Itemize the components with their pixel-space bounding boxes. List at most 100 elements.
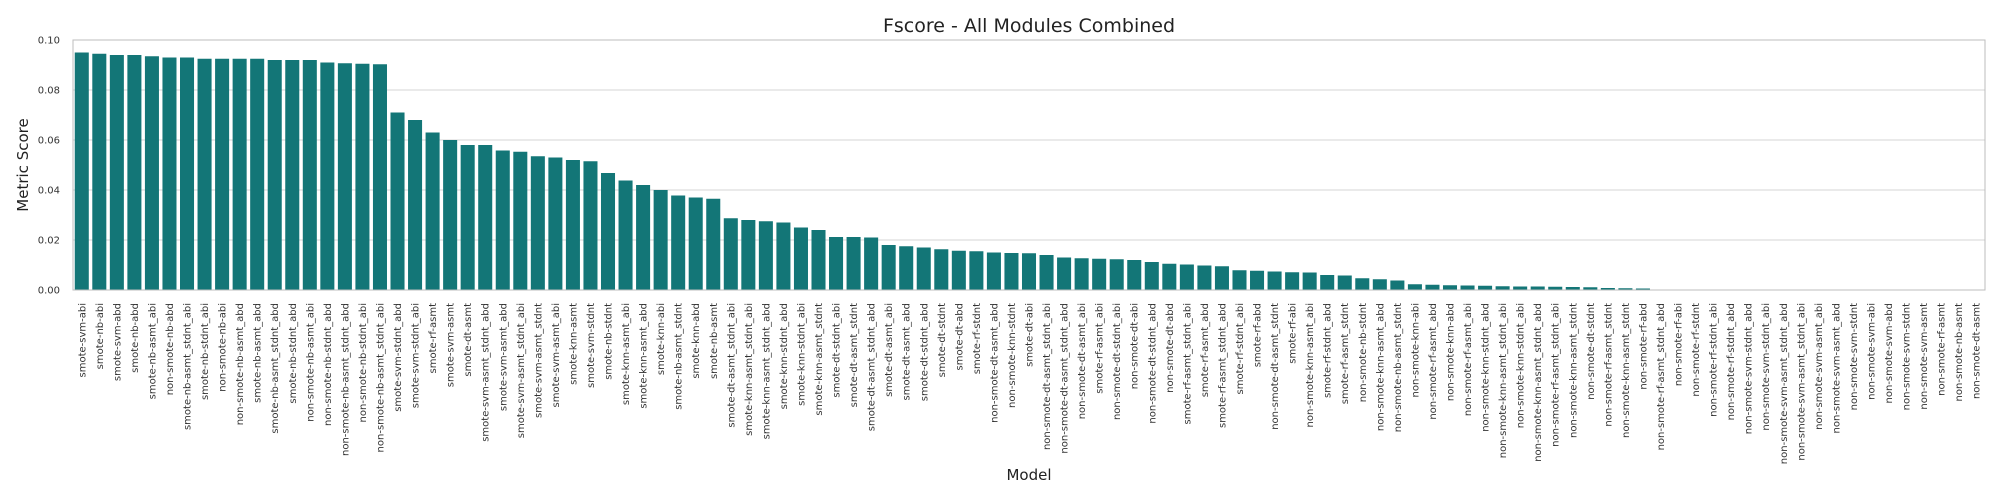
x-tick-label: smote-svm-abd bbox=[112, 303, 123, 381]
x-tick-label: smote-nb-stdnt_abi bbox=[200, 303, 211, 400]
x-tick-label: smote-svm-asmt_stdnt_abi bbox=[516, 303, 527, 438]
x-tick-label: non-smote-dt-abd bbox=[1165, 303, 1176, 393]
bar-smote-nb-stdnt bbox=[600, 173, 616, 290]
x-tick-label: non-smote-svm-stdnt bbox=[1849, 303, 1860, 410]
x-tick-label: non-smote-nb-stdnt bbox=[1358, 303, 1369, 402]
bar-smote-knn-asmt_stdnt_abd bbox=[758, 221, 773, 290]
x-tick-label: smote-rf-abi bbox=[1288, 303, 1299, 364]
x-tick-label: smote-dt-abd bbox=[954, 303, 965, 370]
x-axis-label: Model bbox=[1006, 466, 1051, 484]
x-tick-label: smote-rf-asmt_abd bbox=[1200, 303, 1211, 397]
bar-smote-dt-abd bbox=[951, 250, 966, 290]
x-tick-label: smote-rf-asmt_stdnt bbox=[1340, 303, 1351, 404]
bar-smote-rf-asmt_abi bbox=[1092, 258, 1107, 290]
bar-smote-rf-stdnt_abd bbox=[1320, 275, 1335, 290]
x-tick-label: non-smote-nb-asmt_stdnt_abd bbox=[340, 303, 351, 456]
bar-smote-knn-asmt_stdnt bbox=[811, 230, 826, 290]
bar-non-smote-dt-abi bbox=[1127, 260, 1142, 290]
bar-non-smote-nb-asmt_abd bbox=[232, 58, 247, 290]
x-tick-label: non-smote-knn-asmt_abi bbox=[1305, 303, 1316, 427]
x-tick-label: smote-knn-asmt_abd bbox=[639, 303, 650, 409]
x-tick-label: non-smote-dt-stdnt_abd bbox=[1147, 303, 1158, 424]
bar-non-smote-knn-asmt_abd bbox=[1372, 279, 1387, 290]
bar-smote-rf-asmt_stdnt bbox=[1337, 275, 1352, 290]
plot-frame bbox=[72, 39, 1986, 291]
x-tick-label: non-smote-nb-asmt_abd bbox=[235, 303, 246, 425]
x-tick-label: smote-svm-stdnt bbox=[586, 303, 597, 388]
x-tick-label: smote-nb-asmt_stdnt_abi bbox=[183, 303, 194, 430]
x-tick-label: smote-dt-asmt_stdnt bbox=[849, 303, 860, 407]
x-tick-label: smote-nb-asmt_stdnt bbox=[674, 303, 685, 410]
bar-non-smote-rf-abd bbox=[1635, 288, 1650, 290]
x-tick-label: smote-svm-abi bbox=[77, 303, 88, 377]
x-tick-label: smote-rf-asmt_abi bbox=[1095, 303, 1106, 394]
x-tick-label: smote-svm-asmt_abi bbox=[551, 303, 562, 407]
x-tick-label: smote-knn-stdnt_abd bbox=[779, 303, 790, 409]
bar-smote-dt-stdnt_abd bbox=[916, 247, 931, 290]
x-tick-label: non-smote-knn-asmt_stdnt_abd bbox=[1533, 303, 1544, 462]
bar-non-smote-dt-asmt_abd bbox=[986, 252, 1001, 290]
bar-smote-nb-asmt bbox=[706, 198, 721, 290]
x-tick-label: smote-knn-asmt_abi bbox=[621, 303, 632, 405]
bar-smote-dt-abi bbox=[1021, 253, 1037, 290]
bar-smote-rf-abd bbox=[1250, 270, 1265, 290]
bar-non-smote-knn-asmt_stdnt bbox=[1565, 287, 1580, 290]
x-tick-label: smote-svm-asmt bbox=[446, 303, 457, 387]
bar-smote-rf-asmt_stdnt_abi bbox=[1179, 264, 1194, 290]
bar-smote-svm-asmt_abd bbox=[495, 150, 510, 290]
bar-non-smote-dt-asmt_stdnt bbox=[1267, 271, 1282, 290]
x-tick-label: smote-nb-abi bbox=[95, 303, 106, 369]
bar-smote-nb-stdnt_abd bbox=[285, 60, 300, 290]
x-axis-ticks: smote-svm-abi smote-nb-abi smote-svm-abd sm… bbox=[77, 303, 1982, 464]
x-tick-label: non-smote-rf-stdnt bbox=[1691, 303, 1702, 397]
x-tick-label: smote-knn-stdnt_abi bbox=[796, 303, 807, 406]
bar-smote-nb-asmt_stdnt bbox=[671, 195, 686, 290]
bar-non-smote-nb-asmt_abi bbox=[302, 60, 317, 290]
x-tick-label: non-smote-dt-asmt_stdnt bbox=[1270, 303, 1281, 430]
x-tick-label: non-smote-nb-asmt bbox=[1954, 303, 1965, 402]
bar-smote-rf-stdnt bbox=[969, 251, 984, 290]
bar-non-smote-knn-asmt_stdnt bbox=[1618, 288, 1633, 290]
bar-smote-dt-asmt_stdnt_abi bbox=[723, 218, 738, 290]
x-tick-label: non-smote-svm-asmt bbox=[1919, 303, 1930, 410]
bar-smote-nb-abd bbox=[127, 55, 142, 290]
x-tick-label: smote-rf-stdnt_abd bbox=[1323, 303, 1334, 398]
bar-smote-svm-asmt bbox=[443, 140, 458, 290]
bar-smote-knn-asmt bbox=[565, 160, 580, 290]
bar-non-smote-nb-abi bbox=[215, 58, 230, 290]
x-tick-label: smote-rf-asmt bbox=[428, 303, 439, 374]
x-tick-label: smote-rf-abd bbox=[1253, 303, 1264, 367]
x-tick-label: smote-dt-asmt_abd bbox=[902, 303, 913, 400]
x-tick-label: non-smote-nb-stdnt_abd bbox=[323, 303, 334, 426]
x-tick-label: non-smote-nb-abd bbox=[165, 303, 176, 395]
x-tick-label: non-smote-dt-asmt bbox=[1972, 303, 1983, 399]
bar-smote-dt-asmt_stdnt bbox=[846, 237, 861, 290]
x-tick-label: smote-knn-asmt bbox=[568, 303, 579, 385]
x-tick-label: non-smote-dt-stdnt bbox=[1586, 303, 1597, 400]
bar-non-smote-dt-asmt_stdnt_abd bbox=[1057, 257, 1072, 290]
x-tick-label: non-smote-rf-asmt bbox=[1937, 303, 1948, 396]
bar-smote-nb-asmt_abi bbox=[144, 56, 159, 290]
bar-smote-dt-asmt bbox=[460, 145, 475, 290]
bar-smote-svm-stdnt_abd bbox=[390, 112, 405, 290]
x-tick-label: non-smote-knn-asmt_stdnt bbox=[1568, 303, 1579, 438]
x-tick-label: non-smote-knn-abi bbox=[1410, 303, 1421, 397]
bar-smote-nb-asmt_stdnt_abd bbox=[267, 60, 282, 290]
bar-smote-rf-abi bbox=[1285, 272, 1300, 290]
x-tick-label: smote-nb-asmt_abd bbox=[253, 303, 264, 403]
x-tick-label: smote-dt-asmt_abi bbox=[884, 303, 895, 397]
bar-non-smote-knn-abd bbox=[1442, 285, 1458, 290]
x-tick-label: non-smote-dt-asmt_abi bbox=[1077, 303, 1088, 419]
bar-smote-dt-stdnt_abi bbox=[829, 237, 844, 290]
bar-smote-svm-stdnt bbox=[583, 161, 598, 290]
x-tick-label: smote-dt-asmt_stdnt_abi bbox=[726, 303, 737, 428]
bar-non-smote-rf-asmt_abd bbox=[1425, 284, 1440, 290]
x-tick-label: smote-dt-asmt bbox=[463, 303, 474, 377]
bar-non-smote-dt-stdnt bbox=[1583, 287, 1598, 290]
bar-non-smote-rf-asmt_abi bbox=[1460, 285, 1475, 290]
x-tick-label: non-smote-nb-asmt_stdnt_abi bbox=[375, 303, 386, 452]
bar-non-smote-knn-stdnt_abd bbox=[1478, 285, 1493, 290]
x-tick-label: non-smote-rf-asmt_stdnt_abd bbox=[1656, 303, 1667, 450]
x-tick-label: non-smote-svm-stdnt_abd bbox=[1744, 303, 1755, 434]
